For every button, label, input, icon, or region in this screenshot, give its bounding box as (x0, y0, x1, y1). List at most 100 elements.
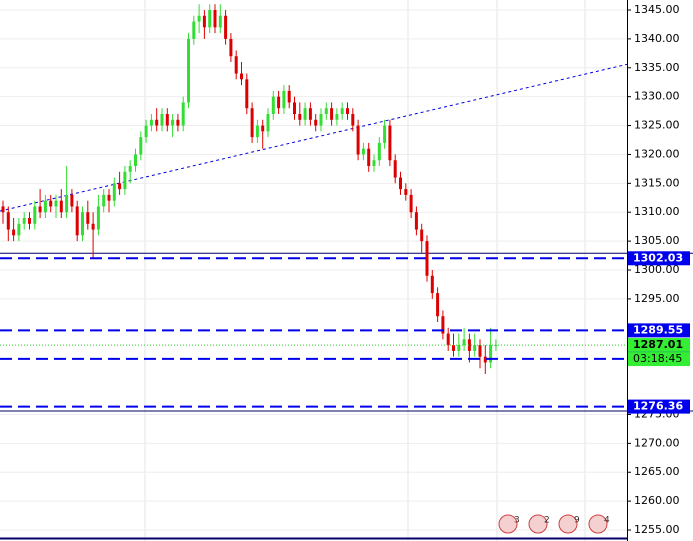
price-label: 1276.36 (633, 400, 683, 413)
candle-body (107, 194, 111, 201)
candle-body (70, 194, 74, 207)
y-tick-label: 1335.00 (634, 61, 680, 74)
candle-body (462, 339, 466, 346)
candle-body (346, 108, 349, 115)
candle-body (250, 108, 254, 138)
candle-body (277, 96, 281, 109)
candle-body (1, 206, 5, 213)
candle-body (240, 73, 243, 80)
event-flag (558, 514, 578, 534)
candle-body (340, 108, 344, 115)
y-tick-label: 1315.00 (634, 176, 680, 189)
candle-body (43, 200, 47, 213)
candle-body (54, 200, 58, 207)
candle-body (86, 212, 90, 224)
candle-body (176, 119, 180, 126)
candle-body (49, 200, 53, 207)
candle-body (467, 339, 471, 351)
candle-body (441, 316, 445, 334)
candle-body (181, 102, 185, 126)
candle-body (287, 90, 291, 103)
candle-body (17, 223, 21, 236)
candle-body (171, 119, 175, 126)
y-tick-label: 1305.00 (634, 234, 680, 247)
candle-body (351, 114, 355, 126)
candle-body (128, 166, 132, 172)
y-tick-label: 1325.00 (634, 119, 680, 132)
y-tick-label: 1265.00 (634, 465, 680, 478)
candle-body (75, 206, 79, 236)
candle-body (224, 15, 228, 39)
candle-body (425, 241, 429, 276)
candle-body (139, 137, 143, 155)
y-tick-label: 1310.00 (634, 205, 680, 218)
candle-body (112, 183, 116, 201)
price-label: 1289.55 (633, 323, 683, 336)
countdown: 03:18:45 (633, 352, 682, 365)
y-tick-label: 1270.00 (634, 436, 680, 449)
candle-body (33, 206, 37, 224)
candle-body (197, 15, 201, 22)
candle-body (208, 9, 212, 28)
candle-body (293, 102, 296, 115)
candle-body (160, 114, 164, 126)
price-box (628, 399, 690, 414)
candle-body (187, 38, 190, 103)
candle-body (96, 206, 100, 230)
event-count: 4 (604, 516, 610, 526)
candle-body (38, 206, 42, 213)
candle-body (314, 119, 318, 126)
candle-body (149, 119, 153, 126)
candle-body (414, 212, 418, 230)
candle-body (245, 79, 249, 109)
candle-body (282, 90, 286, 109)
candle-body (102, 194, 106, 207)
candle-body (393, 160, 397, 178)
candle-body (446, 333, 450, 346)
candle-body (144, 125, 148, 138)
candle-body (436, 293, 440, 317)
candle-body (335, 114, 339, 120)
candle-body (266, 114, 270, 132)
candle-body (155, 119, 159, 126)
candle-body (367, 148, 371, 167)
candle-body (361, 148, 365, 155)
price-box (628, 251, 690, 266)
event-count: 9 (574, 516, 580, 526)
candle-body (478, 345, 482, 357)
candle-body (271, 96, 275, 115)
candle-body (255, 125, 259, 138)
candle-body (383, 125, 387, 143)
candle-body (308, 108, 312, 120)
candle-body (404, 189, 408, 195)
y-tick-label: 1255.00 (634, 523, 680, 536)
y-tick-label: 1260.00 (634, 494, 680, 507)
candle-body (65, 194, 69, 213)
candle-body (165, 114, 169, 126)
y-tick-label: 1300.00 (634, 263, 680, 276)
candle-body (489, 345, 493, 363)
candle-body (234, 56, 238, 74)
y-tick-label: 1320.00 (634, 147, 680, 160)
candle-body (213, 9, 217, 28)
y-tick-label: 1340.00 (634, 32, 680, 45)
candle-body (430, 275, 434, 294)
candle-body (298, 114, 302, 120)
event-flag (528, 514, 548, 534)
event-flag (498, 514, 518, 534)
countdown-box (628, 352, 690, 367)
candle-body (118, 183, 122, 190)
candle-body (123, 171, 127, 190)
price-label: 1302.03 (633, 251, 683, 264)
candle-body (319, 114, 323, 126)
y-tick-label: 1345.00 (634, 3, 680, 16)
y-tick-label: 1330.00 (634, 90, 680, 103)
candle-body (356, 125, 360, 155)
candle-body (81, 212, 84, 236)
trendline (0, 63, 628, 212)
candle-body (6, 212, 10, 230)
event-count: 3 (514, 516, 520, 526)
candle-body (229, 38, 233, 57)
candle-body (457, 345, 461, 351)
